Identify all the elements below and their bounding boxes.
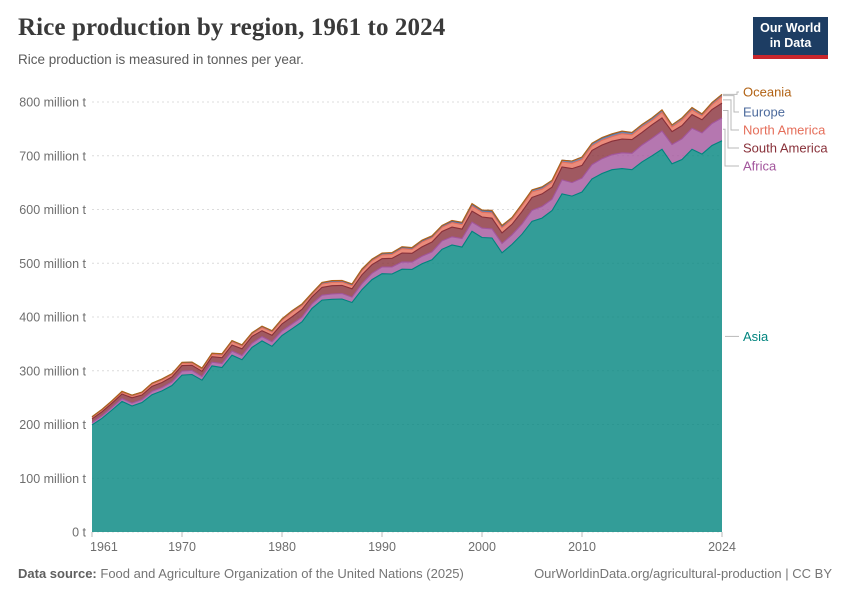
topline-africa — [91, 117, 723, 424]
y-axis-tick-label: 200 million t — [19, 418, 86, 432]
topline-oceania — [91, 93, 723, 418]
area-north-america[interactable] — [92, 96, 722, 419]
legend-label-europe[interactable]: Europe — [743, 105, 785, 120]
x-axis-tick-label: 1990 — [368, 540, 396, 554]
legend-connector-africa — [723, 128, 739, 167]
x-axis-tick-label: 1970 — [168, 540, 196, 554]
x-axis-tick-label: 1980 — [268, 540, 296, 554]
y-axis: 0 t 100 million t 200 million t 300 million… — [19, 96, 86, 540]
topline-asia — [91, 140, 723, 426]
legend-label-north-america[interactable]: North America — [743, 123, 826, 138]
y-axis-tick-label: 100 million t — [19, 472, 86, 486]
y-axis-tick-label: 700 million t — [19, 149, 86, 163]
y-axis-tick-label: 800 million t — [19, 96, 86, 110]
x-axis-tick-label: 2010 — [568, 540, 596, 554]
legend-connector-south-america — [723, 110, 739, 149]
data-source-text: Food and Agriculture Organization of the… — [100, 566, 464, 581]
page-subtitle: Rice production is measured in tonnes pe… — [18, 52, 304, 67]
x-axis-tick-label: 2024 — [708, 540, 736, 554]
area-fills — [92, 94, 722, 532]
legend: Oceania Europe North America South America A… — [743, 85, 828, 344]
owid-license-link[interactable]: OurWorldinData.org/agricultural-producti… — [534, 566, 832, 581]
y-axis-tick-label: 600 million t — [19, 203, 86, 217]
owid-logo-line2: in Data — [769, 36, 812, 51]
area-toplines — [91, 93, 723, 426]
owid-logo-line1: Our World — [760, 21, 821, 35]
legend-connector-europe — [723, 95, 739, 113]
stacked-area-chart[interactable]: 0 t 100 million t 200 million t 300 million… — [0, 80, 850, 560]
x-axis-tick-label: 2000 — [468, 540, 496, 554]
chart-footer: Data source: Food and Agriculture Organi… — [0, 566, 850, 581]
topline-north-america — [91, 96, 723, 418]
page-title: Rice production by region, 1961 to 2024 — [18, 14, 446, 41]
legend-label-oceania[interactable]: Oceania — [743, 85, 792, 100]
x-axis: 1961 1970 1980 1990 2000 2010 2024 — [90, 532, 736, 554]
legend-connectors — [723, 91, 739, 337]
owid-logo[interactable]: Our World in Data — [753, 17, 828, 59]
topline-south-america — [91, 102, 723, 420]
y-axis-tick-label: 400 million t — [19, 311, 86, 325]
legend-connector-north-america — [723, 99, 739, 131]
data-source-label: Data source: — [18, 566, 97, 581]
legend-label-south-america[interactable]: South America — [743, 141, 828, 156]
y-axis-tick-label: 500 million t — [19, 257, 86, 271]
y-axis-tick-label: 0 t — [72, 526, 86, 540]
x-axis-tick-label: 1961 — [90, 540, 118, 554]
legend-label-africa[interactable]: Africa — [743, 159, 777, 174]
area-africa[interactable] — [92, 117, 722, 425]
data-source: Data source: Food and Agriculture Organi… — [18, 566, 464, 581]
area-south-america[interactable] — [92, 103, 722, 423]
legend-connector-oceania — [723, 91, 739, 95]
area-asia[interactable] — [92, 140, 722, 532]
legend-label-asia[interactable]: Asia — [743, 329, 769, 344]
y-axis-tick-label: 300 million t — [19, 364, 86, 378]
